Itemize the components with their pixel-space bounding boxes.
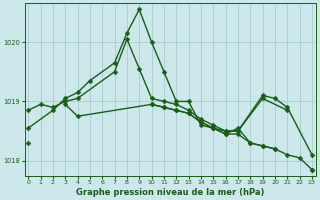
X-axis label: Graphe pression niveau de la mer (hPa): Graphe pression niveau de la mer (hPa) (76, 188, 264, 197)
